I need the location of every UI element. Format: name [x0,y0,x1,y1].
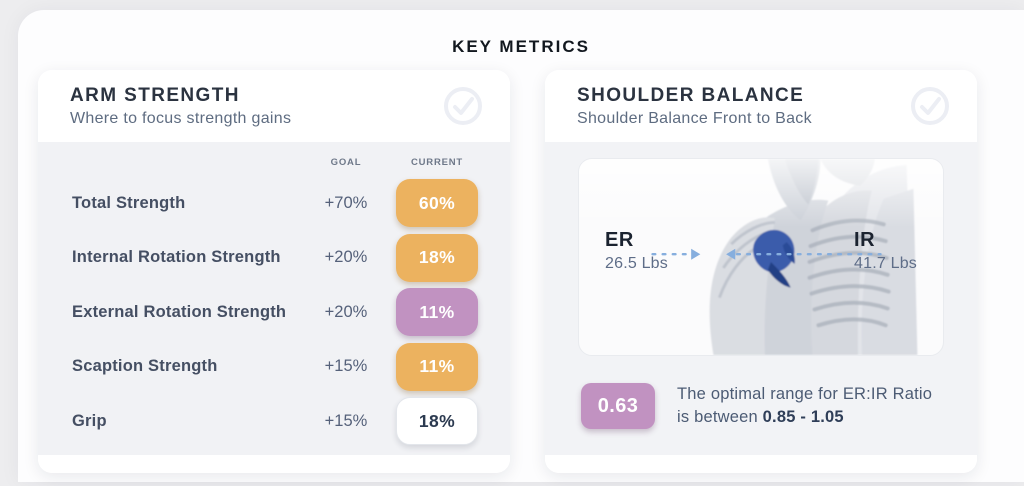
metric-goal-value: +70% [324,193,368,212]
metric-current-badge: 60% [396,179,478,228]
anatomy-figure-svg [579,159,943,355]
metric-table-header: GOAL CURRENT [72,150,478,174]
metric-current-badge: 18% [396,233,478,282]
er-label: ER [605,229,634,251]
shoulder-balance-footer [545,455,977,473]
metric-row: Scaption Strength +15% 11% [72,340,478,395]
arm-strength-header: ARM STRENGTH Where to focus strength gai… [38,70,510,142]
metric-current-badge: 18% [396,397,478,446]
metric-label: Internal Rotation Strength [72,248,281,267]
ratio-note: The optimal range for ER:IR Ratio is bet… [677,383,944,429]
arm-strength-title: ARM STRENGTH [70,84,240,106]
er-ir-ratio-badge: 0.63 [581,383,655,429]
metric-goal-value: +15% [324,357,368,376]
metric-goal-value: +15% [324,411,368,430]
metric-label: Scaption Strength [72,357,218,376]
shoulder-balance-card: SHOULDER BALANCE Shoulder Balance Front … [545,70,977,473]
ir-label: IR [854,229,876,251]
ir-value: 41.7 Lbs [854,255,917,272]
shoulder-balance-title: SHOULDER BALANCE [577,84,805,106]
metric-row: Internal Rotation Strength +20% 18% [72,231,478,286]
page-title: KEY METRICS [452,37,590,56]
er-value: 26.5 Lbs [605,255,668,272]
goal-column-header: GOAL [330,156,362,168]
check-circle-icon [909,85,951,127]
metric-goal-value: +20% [324,302,368,321]
metric-label: Grip [72,411,107,430]
metric-label: Total Strength [72,193,186,212]
shoulder-balance-subtitle: Shoulder Balance Front to Back [577,109,812,127]
ratio-row: 0.63 The optimal range for ER:IR Ratio i… [578,383,944,429]
metric-row: External Rotation Strength +20% 11% [72,285,478,340]
shoulder-balance-heading: SHOULDER BALANCE Shoulder Balance Front … [577,85,812,128]
metric-label: External Rotation Strength [72,302,287,321]
shoulder-anatomy-image: ER 26.5 Lbs IR 41.7 Lbs [578,158,944,356]
arm-strength-footer [38,455,510,473]
metric-row: Total Strength +70% 60% [72,176,478,231]
key-metrics-panel: KEY METRICS ARM STRENGTH Where to focus … [18,10,1024,482]
metric-current-badge: 11% [396,288,478,337]
er-measurement: ER 26.5 Lbs [605,229,668,273]
ratio-note-range: 0.85 - 1.05 [762,408,844,426]
arm-strength-heading: ARM STRENGTH Where to focus strength gai… [70,85,291,128]
arm-strength-table: GOAL CURRENT Total Strength +70% 60% Int… [38,142,510,455]
metric-rows: Total Strength +70% 60% Internal Rotatio… [72,176,478,449]
ir-measurement: IR 41.7 Lbs [854,229,917,273]
ratio-note-text: The optimal range for ER:IR Ratio is bet… [677,385,933,426]
shoulder-balance-header: SHOULDER BALANCE Shoulder Balance Front … [545,70,977,142]
current-column-header: CURRENT [410,156,464,168]
arm-strength-subtitle: Where to focus strength gains [70,109,292,127]
shoulder-balance-body: ER 26.5 Lbs IR 41.7 Lbs 0.63 The optimal… [545,142,977,455]
metric-current-badge: 11% [396,342,478,391]
check-circle-icon [442,85,484,127]
metric-row: Grip +15% 18% [72,394,478,449]
arm-strength-card: ARM STRENGTH Where to focus strength gai… [38,70,510,473]
metric-goal-value: +20% [324,248,368,267]
